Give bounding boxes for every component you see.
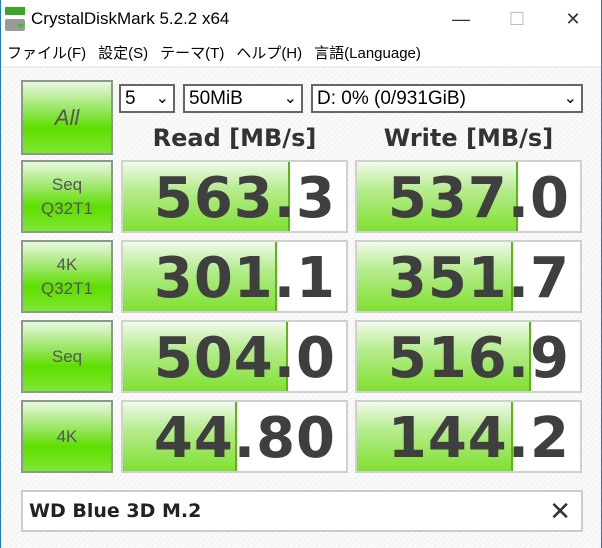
read-bar-fill xyxy=(123,322,289,391)
write-value: 516.9 xyxy=(387,326,570,391)
read-bar-fill xyxy=(123,162,291,231)
read-result-cell: 504.0 xyxy=(121,320,348,393)
write-bar-fill xyxy=(357,242,514,311)
app-icon xyxy=(5,7,25,31)
write-result-cell: 537.0 xyxy=(355,160,582,233)
test-label-sub: Q32T1 xyxy=(41,198,93,218)
read-result-cell: 44.80 xyxy=(121,400,348,473)
window-title: CrystalDiskMark 5.2.2 x64 xyxy=(31,9,230,28)
write-bar-fill xyxy=(357,402,514,471)
write-header: Write [MB/s] xyxy=(383,124,554,152)
comment-input[interactable]: WD Blue 3D M.2 ✕ xyxy=(21,490,583,532)
test-button-row-1[interactable]: 4K Q32T1 xyxy=(21,240,113,313)
all-label: All xyxy=(54,104,80,130)
test-label: Seq xyxy=(51,174,83,194)
read-value: 301.1 xyxy=(153,246,336,311)
minimize-button[interactable]: — xyxy=(452,8,470,29)
test-label: 4K xyxy=(56,426,78,446)
write-result-cell: 144.2 xyxy=(355,400,582,473)
test-button-row-0[interactable]: Seq Q32T1 xyxy=(21,160,113,233)
test-label: 4K xyxy=(56,254,78,274)
menu-help[interactable]: ヘルプ(H) xyxy=(236,44,303,62)
clear-icon[interactable]: ✕ xyxy=(549,495,571,526)
menu-theme[interactable]: テーマ(T) xyxy=(160,44,225,62)
menu-settings[interactable]: 設定(S) xyxy=(98,44,149,62)
menu-bar: ファイル(F) 設定(S) テーマ(T) ヘルプ(H) 言語(Language) xyxy=(1,38,601,68)
chevron-down-icon: ⌄ xyxy=(283,90,297,107)
menu-language[interactable]: 言語(Language) xyxy=(314,44,421,62)
test-label-sub: Q32T1 xyxy=(41,278,93,298)
read-result-cell: 301.1 xyxy=(121,240,348,313)
comment-value: WD Blue 3D M.2 xyxy=(29,500,202,522)
read-value: 563.3 xyxy=(153,166,336,231)
write-value: 351.7 xyxy=(387,246,570,311)
title-bar: CrystalDiskMark 5.2.2 x64 — ☐ ✕ xyxy=(1,0,601,38)
write-bar-fill xyxy=(357,162,518,231)
menu-file[interactable]: ファイル(F) xyxy=(7,44,87,62)
all-button[interactable]: All xyxy=(21,80,113,155)
drive-value: D: 0% (0/931GiB) xyxy=(317,88,466,109)
read-value: 44.80 xyxy=(153,406,336,471)
write-value: 144.2 xyxy=(387,406,570,471)
read-bar-fill xyxy=(123,402,237,471)
test-label: Seq xyxy=(51,346,83,366)
size-value: 50MiB xyxy=(189,88,243,109)
read-header: Read [MB/s] xyxy=(152,124,317,152)
close-button[interactable]: ✕ xyxy=(565,8,581,29)
size-select[interactable]: 50MiB ⌄ xyxy=(183,84,303,113)
write-result-cell: 516.9 xyxy=(355,320,582,393)
read-bar-fill xyxy=(123,242,277,311)
count-value: 5 xyxy=(125,88,136,109)
test-button-row-2[interactable]: Seq xyxy=(21,320,113,393)
chevron-down-icon: ⌄ xyxy=(563,90,577,107)
read-result-cell: 563.3 xyxy=(121,160,348,233)
chevron-down-icon: ⌄ xyxy=(155,90,169,107)
write-bar-fill xyxy=(357,322,531,391)
count-select[interactable]: 5 ⌄ xyxy=(119,84,175,113)
write-value: 537.0 xyxy=(387,166,570,231)
read-value: 504.0 xyxy=(153,326,336,391)
maximize-button[interactable]: ☐ xyxy=(508,8,526,29)
write-result-cell: 351.7 xyxy=(355,240,582,313)
drive-select[interactable]: D: 0% (0/931GiB) ⌄ xyxy=(311,84,583,113)
test-button-row-3[interactable]: 4K xyxy=(21,400,113,473)
